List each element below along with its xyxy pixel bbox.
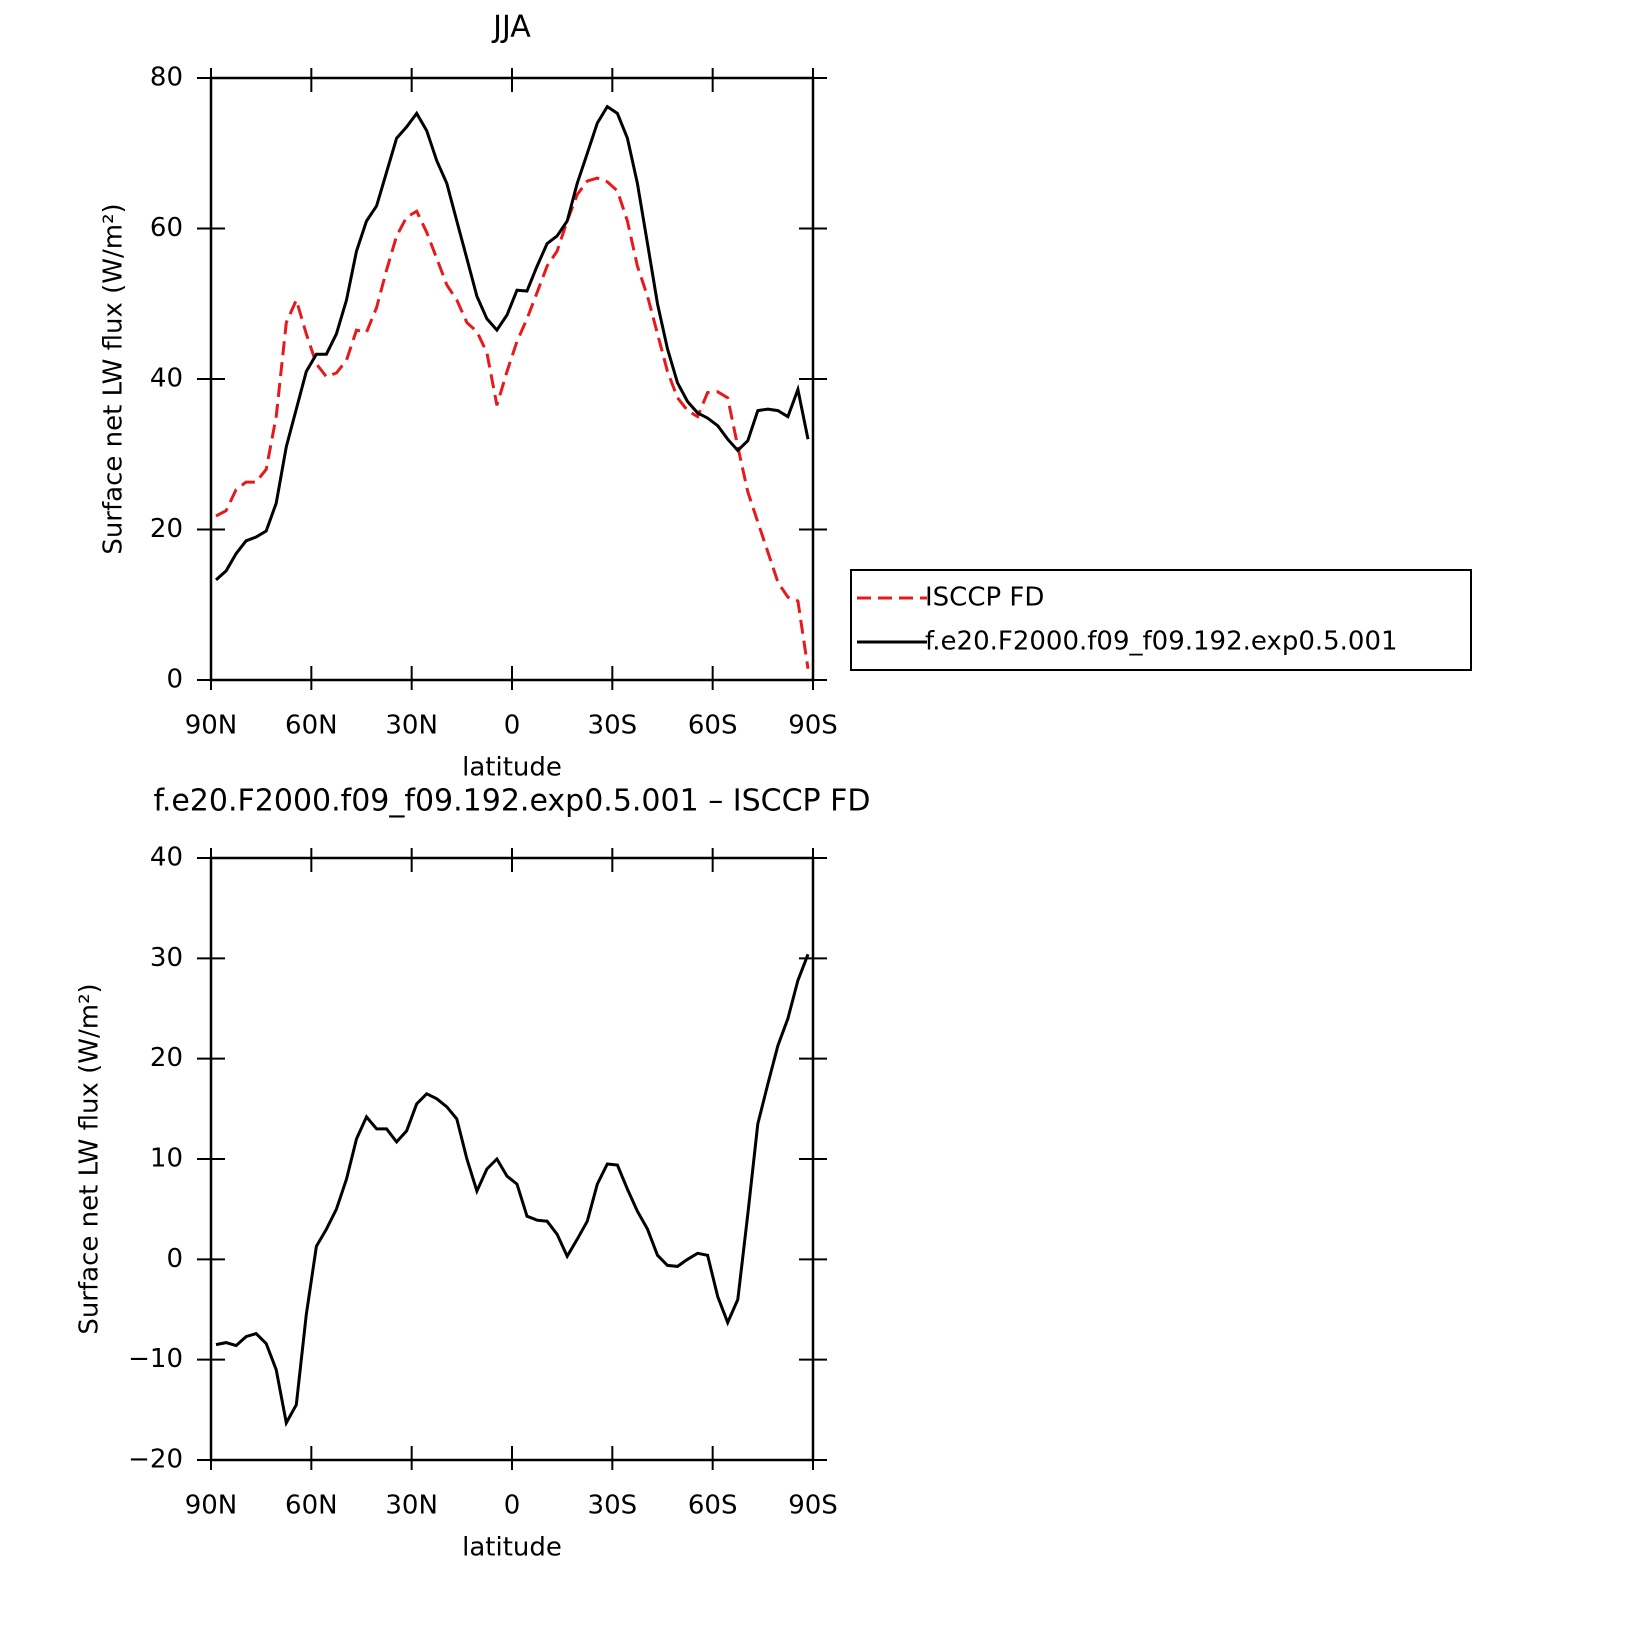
y-tick-label: 40 xyxy=(150,364,183,394)
y-tick-label: 40 xyxy=(150,843,183,873)
legend-label: f.e20.F2000.f09_f09.192.exp0.5.001 xyxy=(925,627,1398,657)
y-tick-label: 80 xyxy=(150,63,183,93)
y-tick-label: −20 xyxy=(128,1445,183,1475)
chart-title: f.e20.F2000.f09_f09.192.exp0.5.001 – ISC… xyxy=(153,784,870,819)
y-tick-label: 10 xyxy=(150,1144,183,1174)
y-tick-label: 20 xyxy=(150,1043,183,1073)
y-tick-label: 20 xyxy=(150,514,183,544)
data-line xyxy=(215,104,810,582)
data-line xyxy=(215,953,810,1428)
y-axis-label: Surface net LW flux (W/m²) xyxy=(99,203,129,554)
y-tick-label: 60 xyxy=(150,213,183,243)
x-tick-label: 90N xyxy=(185,711,238,741)
x-tick-label: 30N xyxy=(385,1491,438,1521)
data-line xyxy=(215,176,810,669)
y-tick-label: 0 xyxy=(166,665,183,695)
x-tick-label: 60N xyxy=(285,1491,338,1521)
x-tick-label: 60S xyxy=(688,1491,738,1521)
y-tick-label: 0 xyxy=(166,1244,183,1274)
plot-frame xyxy=(209,76,815,682)
y-tick-label: −10 xyxy=(128,1344,183,1374)
chart-title: JJA xyxy=(491,10,531,45)
x-tick-label: 60S xyxy=(688,711,738,741)
y-axis-label: Surface net LW flux (W/m²) xyxy=(75,983,105,1334)
x-tick-label: 0 xyxy=(504,711,521,741)
x-tick-label: 90N xyxy=(185,1491,238,1521)
x-axis-label: latitude xyxy=(462,1533,562,1563)
legend-label: ISCCP FD xyxy=(925,583,1044,613)
x-tick-label: 30S xyxy=(588,711,638,741)
y-tick-label: 30 xyxy=(150,943,183,973)
x-tick-label: 30S xyxy=(588,1491,638,1521)
x-tick-label: 90S xyxy=(788,711,838,741)
x-tick-label: 0 xyxy=(504,1491,521,1521)
x-tick-label: 60N xyxy=(285,711,338,741)
x-axis-label: latitude xyxy=(462,753,562,783)
legend-box xyxy=(850,569,1472,671)
x-tick-label: 30N xyxy=(385,711,438,741)
x-tick-label: 90S xyxy=(788,1491,838,1521)
